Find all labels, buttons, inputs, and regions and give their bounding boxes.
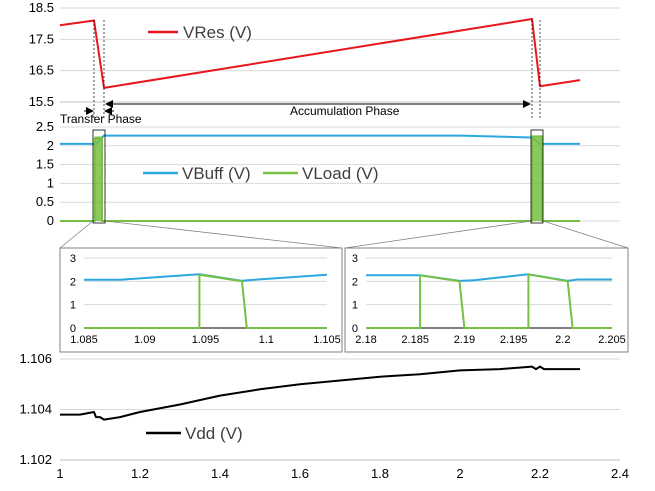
y-tick-label: 1.102 (19, 452, 52, 467)
x-tick-label: 1.09 (134, 334, 155, 346)
chart-zoom-right: 3 2 1 02.18 2.185 2.19 2.195 2.2 2.205 (344, 247, 629, 353)
zoom-connector (542, 220, 629, 249)
zoom-connector (59, 220, 94, 249)
series-line-zoom-left-1 (84, 273, 327, 329)
chart-buffer: 2.5 2 1.5 1 0.5 0 VBuff (V) VLoad (V) (36, 119, 629, 249)
x-tick-label: 1.085 (70, 334, 98, 346)
x-tick-label: 1.6 (291, 466, 309, 481)
y-tick-label: 0.5 (36, 194, 54, 209)
y-tick-label: 16.5 (29, 63, 54, 78)
x-tick-label: 1.2 (131, 466, 149, 481)
x-tick-label: 1.1 (259, 334, 274, 346)
x-tick-label: 2.2 (531, 466, 549, 481)
y-tick-label: 1.5 (36, 157, 54, 172)
vload-pulse-0 (94, 136, 102, 221)
series-line-vdd-0 (60, 365, 580, 421)
zoom-box-0 (92, 129, 106, 224)
x-tick-label: 1.4 (211, 466, 229, 481)
zoom-frame (59, 247, 343, 353)
y-tick-label: 1 (352, 300, 358, 312)
zoom-box-1 (530, 129, 544, 224)
series-line-vres-0 (59, 18, 581, 89)
y-tick-label: 2 (47, 138, 54, 153)
vload-pulse-1 (532, 136, 542, 221)
y-tick-label: 15.5 (29, 94, 54, 109)
zoom-frame (344, 247, 629, 353)
zoom-connector (344, 220, 532, 249)
x-tick-label: 2 (456, 466, 463, 481)
y-tick-label: 1 (47, 175, 54, 190)
y-tick-label: 2 (352, 276, 358, 288)
y-tick-label: 3 (352, 253, 358, 265)
y-tick-label: 17.5 (29, 31, 54, 46)
y-tick-label: 3 (70, 253, 76, 265)
x-tick-label: 1.095 (192, 334, 220, 346)
x-tick-label: 1.8 (371, 466, 389, 481)
series-line-zoom-right-1 (366, 273, 612, 329)
x-tick-label: 2.205 (598, 334, 626, 346)
legend-label-vres: VRes (V) (183, 23, 252, 42)
y-tick-label: 1.106 (19, 351, 52, 366)
y-tick-label: 0 (70, 323, 76, 335)
y-tick-label: 1.104 (19, 402, 52, 417)
x-tick-label: 2.4 (611, 466, 629, 481)
legend-label-vdd: Vdd (V) (185, 424, 243, 443)
chart-zoom-left: 3 2 1 01.085 1.09 1.095 1.1 1.105 (59, 247, 343, 353)
y-tick-label: 18.5 (29, 0, 54, 15)
legend-label-vbuff: VBuff (V) (182, 164, 251, 183)
transfer-phase-label: Transfer Phase (60, 112, 142, 126)
overlay: Transfer Phase Accumulation Phase (60, 104, 400, 126)
y-tick-label: 0 (352, 323, 358, 335)
accumulation-phase-label: Accumulation Phase (290, 104, 400, 118)
y-tick-label: 2.5 (36, 119, 54, 134)
legend-label-vload: VLoad (V) (302, 164, 379, 183)
x-tick-label: 1.105 (313, 334, 341, 346)
series-line-buffer-0 (60, 134, 580, 145)
x-tick-label: 1 (56, 466, 63, 481)
zoom-connector (104, 220, 343, 249)
chart-vres: 18.5 17.5 16.5 15.5 VRes (V) (29, 0, 620, 118)
y-tick-label: 1 (70, 300, 76, 312)
x-tick-label: 2.195 (500, 334, 528, 346)
y-tick-label: 0 (47, 213, 54, 228)
x-tick-label: 2.19 (454, 334, 475, 346)
x-tick-label: 2.18 (355, 334, 376, 346)
x-tick-label: 2.185 (401, 334, 429, 346)
y-tick-label: 2 (70, 276, 76, 288)
x-tick-label: 2.2 (555, 334, 570, 346)
plots: 18.5 17.5 16.5 15.5 VRes (V) 2.5 2 1.5 1 0.5 0 VBuf… (19, 0, 629, 481)
chart-vdd: 1.106 1.104 1.102 1 1.2 1.4 1.6 1.8 2 2.2 2.4 Vdd (… (19, 351, 629, 481)
